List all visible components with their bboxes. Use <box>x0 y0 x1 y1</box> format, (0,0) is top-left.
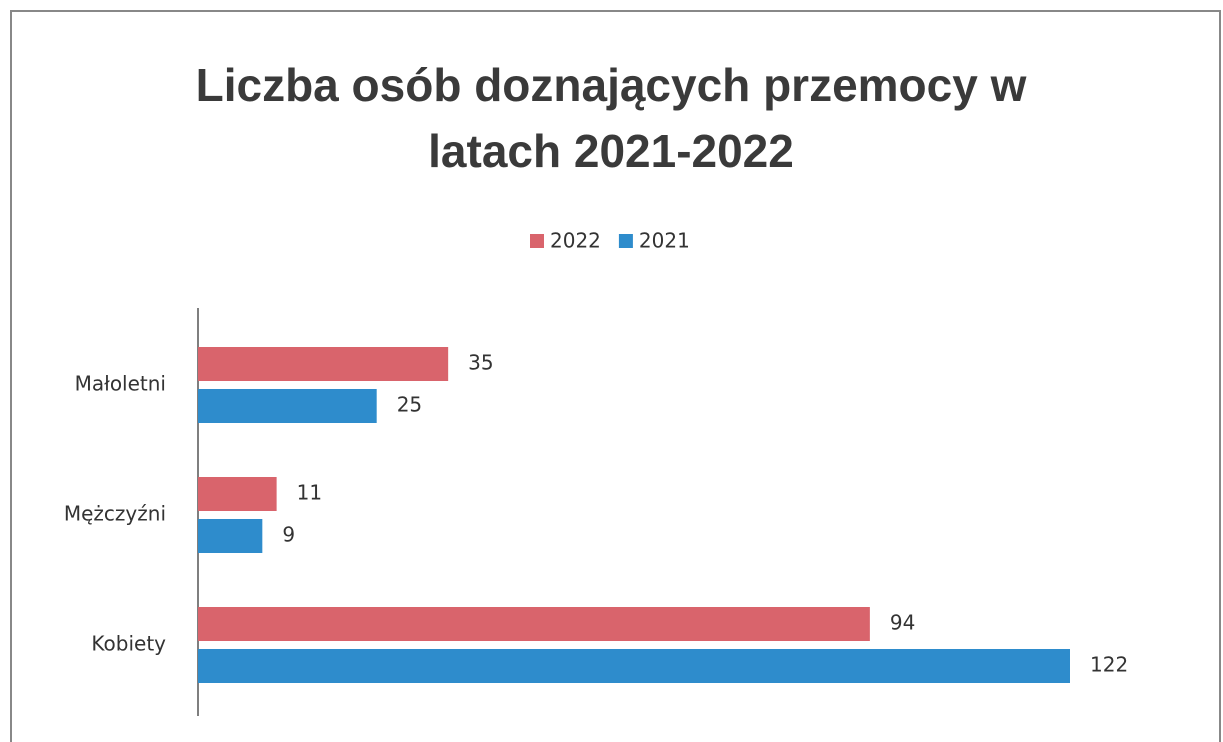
data-label: 25 <box>397 393 422 417</box>
bar <box>198 389 377 423</box>
y-tick-label: Mężczyźni <box>64 502 166 526</box>
chart-frame <box>10 10 1221 742</box>
legend-swatch <box>530 234 544 248</box>
data-label: 35 <box>468 351 493 375</box>
legend-swatch <box>618 234 633 248</box>
data-label: 122 <box>1090 653 1128 677</box>
legend-label: 2021 <box>639 229 690 253</box>
bar <box>198 649 1070 683</box>
y-tick-label: Małoletni <box>75 372 166 396</box>
data-label: 94 <box>890 611 915 635</box>
data-label: 9 <box>282 523 295 547</box>
bar <box>198 519 263 553</box>
chart-title: Liczba osób doznających przemocy w latac… <box>195 59 1027 177</box>
y-tick-label: Kobiety <box>91 632 166 656</box>
bar <box>198 607 870 641</box>
legend-label: 2022 <box>550 229 601 253</box>
bar <box>198 477 277 511</box>
data-label: 11 <box>297 481 322 505</box>
bar <box>198 347 449 381</box>
